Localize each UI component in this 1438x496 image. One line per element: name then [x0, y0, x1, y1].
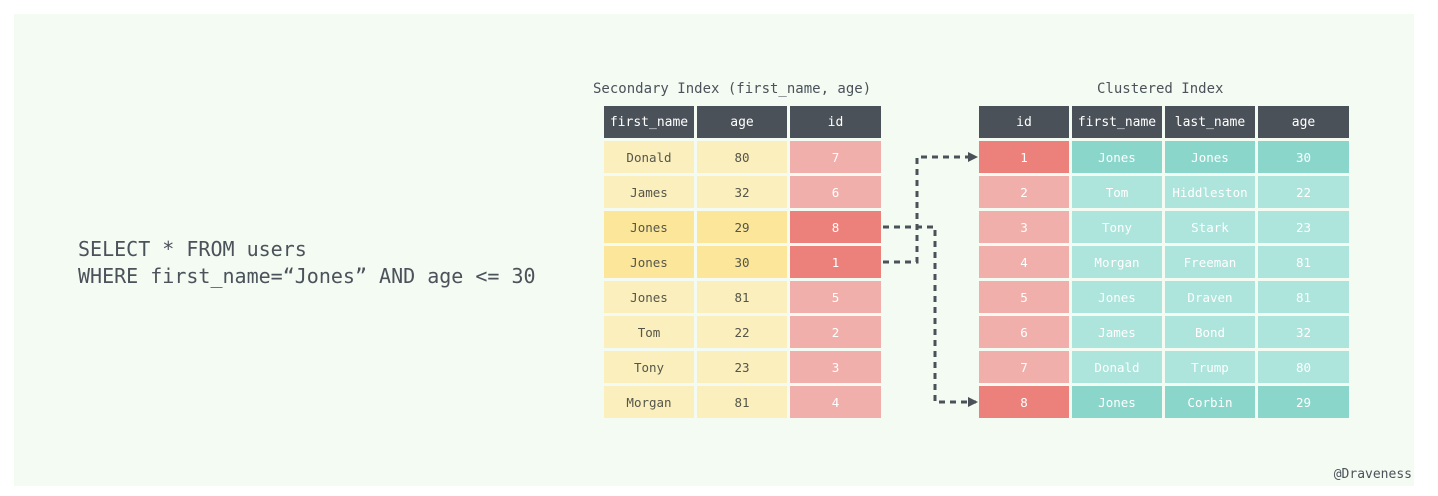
clustered-row: 8 Jones Corbin 29	[979, 386, 1349, 418]
clustered-cell-last-name: Jones	[1165, 141, 1255, 173]
clustered-cell-first-name: Tom	[1072, 176, 1162, 208]
secondary-cell-age: 29	[697, 211, 787, 243]
clustered-row: 1 Jones Jones 30	[979, 141, 1349, 173]
secondary-cell-first-name: Jones	[604, 246, 694, 278]
secondary-cell-id: 4	[790, 386, 881, 418]
clustered-row: 3 Tony Stark 23	[979, 211, 1349, 243]
clustered-cell-age: 32	[1258, 316, 1349, 348]
clustered-cell-age: 81	[1258, 281, 1349, 313]
secondary-row: Tony 23 3	[604, 351, 881, 383]
clustered-cell-id: 7	[979, 351, 1069, 383]
secondary-cell-age: 32	[697, 176, 787, 208]
secondary-cell-age: 22	[697, 316, 787, 348]
clustered-cell-last-name: Draven	[1165, 281, 1255, 313]
clustered-cell-first-name: James	[1072, 316, 1162, 348]
sql-line-2: WHERE first_name=“Jones” AND age <= 30	[78, 264, 536, 288]
secondary-cell-first-name: Morgan	[604, 386, 694, 418]
clustered-cell-first-name: Jones	[1072, 386, 1162, 418]
secondary-row: Tom 22 2	[604, 316, 881, 348]
secondary-header-id: id	[790, 106, 881, 138]
clustered-header-age: age	[1258, 106, 1349, 138]
clustered-header-row: id first_name last_name age	[979, 106, 1349, 138]
clustered-row: 4 Morgan Freeman 81	[979, 246, 1349, 278]
secondary-row: Jones 30 1	[604, 246, 881, 278]
clustered-header-id: id	[979, 106, 1069, 138]
sql-line-1: SELECT * FROM users	[78, 237, 307, 261]
clustered-cell-last-name: Corbin	[1165, 386, 1255, 418]
secondary-cell-age: 80	[697, 141, 787, 173]
secondary-header-first-name: first_name	[604, 106, 694, 138]
clustered-cell-last-name: Trump	[1165, 351, 1255, 383]
clustered-cell-id: 6	[979, 316, 1069, 348]
secondary-cell-age: 23	[697, 351, 787, 383]
clustered-cell-age: 30	[1258, 141, 1349, 173]
secondary-cell-first-name: Donald	[604, 141, 694, 173]
clustered-cell-age: 23	[1258, 211, 1349, 243]
clustered-row: 5 Jones Draven 81	[979, 281, 1349, 313]
clustered-index-title: Clustered Index	[1097, 81, 1224, 97]
clustered-cell-last-name: Freeman	[1165, 246, 1255, 278]
secondary-index-title: Secondary Index (first_name, age)	[593, 81, 872, 97]
clustered-row: 7 Donald Trump 80	[979, 351, 1349, 383]
clustered-cell-first-name: Jones	[1072, 141, 1162, 173]
secondary-cell-id: 7	[790, 141, 881, 173]
clustered-cell-id: 1	[979, 141, 1069, 173]
clustered-cell-id: 8	[979, 386, 1069, 418]
clustered-cell-last-name: Stark	[1165, 211, 1255, 243]
secondary-row: Jones 29 8	[604, 211, 881, 243]
author-credit: @Draveness	[1333, 467, 1412, 482]
secondary-row: Jones 81 5	[604, 281, 881, 313]
secondary-cell-first-name: Jones	[604, 281, 694, 313]
secondary-cell-id: 8	[790, 211, 881, 243]
secondary-header-row: first_name age id	[604, 106, 881, 138]
secondary-cell-age: 81	[697, 281, 787, 313]
clustered-row: 6 James Bond 32	[979, 316, 1349, 348]
clustered-cell-id: 3	[979, 211, 1069, 243]
clustered-cell-age: 22	[1258, 176, 1349, 208]
clustered-row: 2 Tom Hiddleston 22	[979, 176, 1349, 208]
secondary-row: James 32 6	[604, 176, 881, 208]
clustered-cell-first-name: Donald	[1072, 351, 1162, 383]
clustered-cell-id: 2	[979, 176, 1069, 208]
clustered-cell-last-name: Bond	[1165, 316, 1255, 348]
secondary-cell-id: 1	[790, 246, 881, 278]
secondary-cell-first-name: Tom	[604, 316, 694, 348]
secondary-header-age: age	[697, 106, 787, 138]
clustered-cell-first-name: Morgan	[1072, 246, 1162, 278]
secondary-cell-id: 3	[790, 351, 881, 383]
clustered-cell-id: 4	[979, 246, 1069, 278]
sql-query: SELECT * FROM users WHERE first_name=“Jon…	[78, 236, 536, 290]
secondary-row: Donald 80 7	[604, 141, 881, 173]
clustered-cell-age: 29	[1258, 386, 1349, 418]
clustered-header-last-name: last_name	[1165, 106, 1255, 138]
secondary-cell-first-name: Jones	[604, 211, 694, 243]
secondary-cell-age: 30	[697, 246, 787, 278]
secondary-cell-first-name: Tony	[604, 351, 694, 383]
clustered-index-table: id first_name last_name age 1 Jones Jones 30 2 To…	[979, 106, 1349, 421]
secondary-cell-id: 5	[790, 281, 881, 313]
secondary-row: Morgan 81 4	[604, 386, 881, 418]
secondary-cell-age: 81	[697, 386, 787, 418]
clustered-header-first-name: first_name	[1072, 106, 1162, 138]
clustered-cell-last-name: Hiddleston	[1165, 176, 1255, 208]
secondary-cell-first-name: James	[604, 176, 694, 208]
secondary-cell-id: 2	[790, 316, 881, 348]
clustered-cell-first-name: Jones	[1072, 281, 1162, 313]
clustered-cell-first-name: Tony	[1072, 211, 1162, 243]
secondary-cell-id: 6	[790, 176, 881, 208]
secondary-index-table: first_name age id Donald 80 7 James 32 6 Jones 29 8…	[604, 106, 881, 421]
clustered-cell-age: 81	[1258, 246, 1349, 278]
clustered-cell-id: 5	[979, 281, 1069, 313]
clustered-cell-age: 80	[1258, 351, 1349, 383]
